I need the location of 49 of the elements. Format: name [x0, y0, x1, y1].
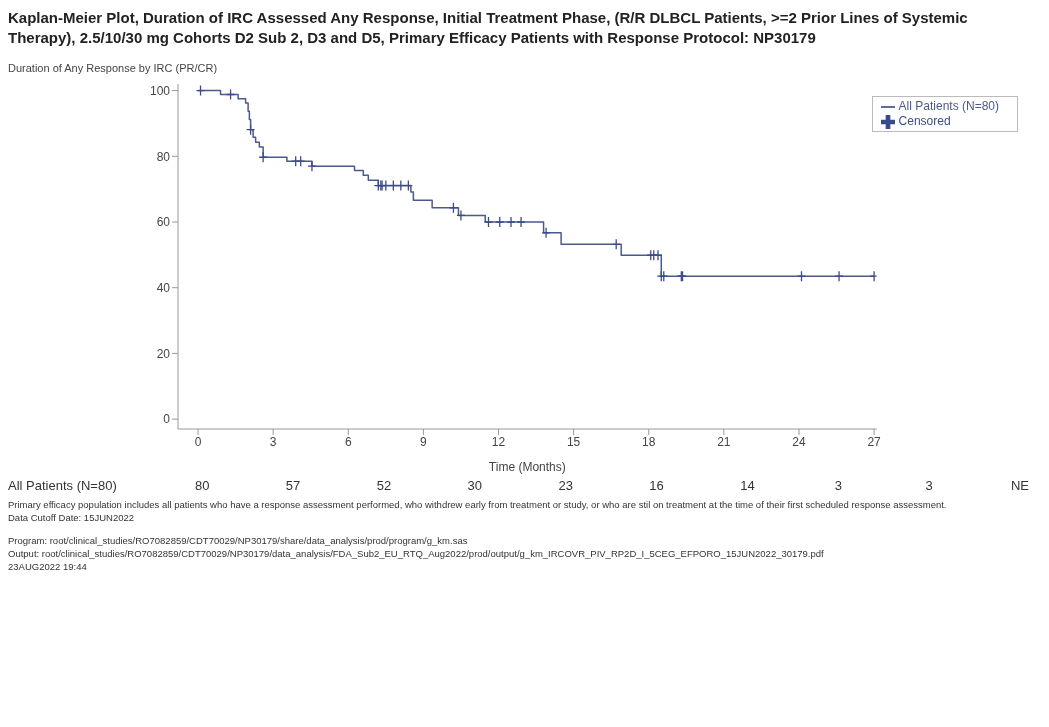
x-tick-label: 18	[642, 434, 656, 449]
text: 80	[194, 478, 210, 493]
y-tick-label: 0	[163, 412, 171, 427]
legend-label: All Patients (N=80)	[898, 99, 999, 113]
point	[653, 249, 663, 261]
text: Program: root/clinical_studies/RO7082859/CDT70029/NP30179/share/data_analysis/prod/program/g_km.sas	[8, 534, 469, 547]
point	[506, 216, 516, 228]
text: 14	[740, 478, 755, 493]
point	[516, 216, 526, 228]
text: 16	[649, 478, 664, 493]
text: 3	[834, 478, 842, 493]
point	[495, 216, 505, 228]
x-tick-label: 21	[717, 434, 731, 449]
text: All Patients (N=80)	[8, 478, 117, 493]
point	[396, 179, 406, 192]
text: Output: root/clinical_studies/RO7082859/CDT70029/NP30179/data_analysis/FDA_Sub2_EU_RTQ_Aug2022/prod/output/g_km_IRCOVR_PIV_RP2D_I_5CEG_EFPORO_15JUN2022_30179.pdf	[8, 547, 825, 560]
text: 52	[376, 478, 392, 493]
text: 3	[925, 478, 933, 493]
point	[448, 202, 459, 214]
x-tick-label: 0	[194, 434, 202, 449]
y-tick-label: 60	[156, 215, 171, 230]
x-tick-label: 9	[420, 434, 428, 449]
text: 23	[558, 478, 573, 493]
point	[483, 216, 494, 228]
legend-label: Censored	[898, 113, 951, 128]
text: Primary efficacy population includes all patients who have a response assessment performed, who withdrew early from treatment or study, or who are stil on treatment at the time of their first scheduled response assessment.	[8, 498, 948, 511]
point	[258, 151, 268, 163]
x-axis-title: Time (Months)	[488, 460, 566, 474]
x-tick-label: 3	[269, 434, 277, 449]
text: NE	[1010, 478, 1029, 493]
x-tick-label: 24	[792, 434, 806, 449]
chart-subtitle: Duration of Any Response by IRC (PR/CR)	[8, 62, 219, 74]
x-tick-label: 15	[566, 434, 581, 449]
y-tick-label: 100	[149, 83, 171, 98]
y-tick-label: 20	[156, 346, 171, 361]
x-tick-label: 6	[344, 434, 352, 449]
point	[541, 227, 551, 239]
text: 30	[467, 478, 483, 493]
x-tick-label: 12	[491, 434, 506, 449]
text: 57	[285, 478, 301, 493]
x-tick-label: 27	[867, 434, 882, 449]
y-tick-label: 40	[156, 280, 171, 295]
point	[307, 160, 317, 172]
text: Data Cutoff Date: 15JUN2022	[8, 511, 136, 524]
text: 23AUG2022 19:44	[8, 560, 88, 573]
point	[834, 270, 844, 282]
y-tick-label: 80	[156, 149, 171, 164]
point	[456, 209, 466, 222]
chart-title: Kaplan-Meier Plot, Duration of IRC Assessed Any Response, Initial Treatment Phase, (R/R DLBCL Patients, >=2 Prior Lines of Systemic Therapy), 2.5/10/30 mg Cohorts D2 Sub 2, D3 and D5, Primary Efficacy Patients with Response Protocol: NP30179	[8, 8, 969, 48]
